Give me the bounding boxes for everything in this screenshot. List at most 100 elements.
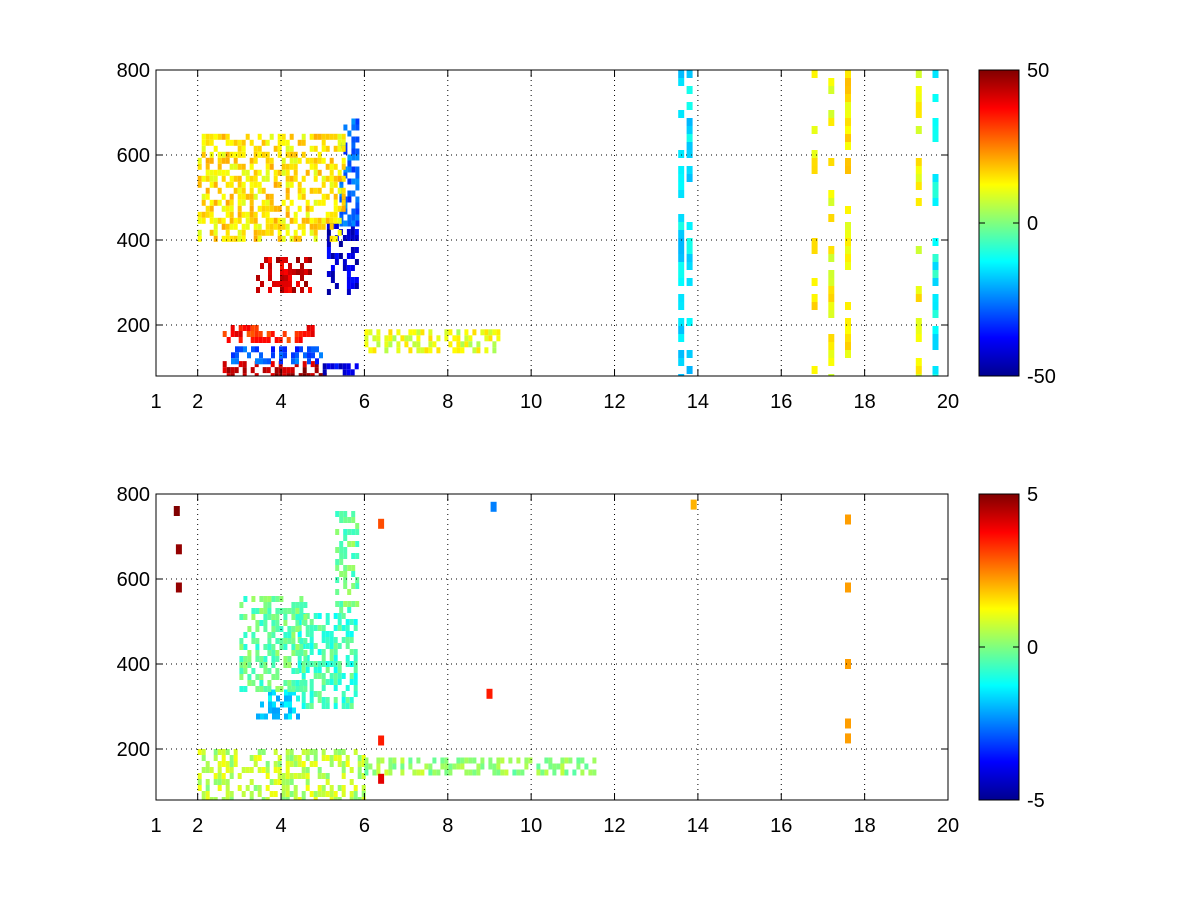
heatmap-cell-1-2 xyxy=(325,631,330,637)
heatmap-cell-0-7 xyxy=(333,133,338,140)
heatmap-cell-0-7 xyxy=(281,133,286,140)
heatmap-cell-1-0 xyxy=(293,773,298,779)
heatmap-cell-0-7 xyxy=(241,163,246,170)
heatmap-cell-1-2 xyxy=(345,685,350,691)
heatmap-cell-0-7 xyxy=(305,157,310,164)
heatmap-cell-0-1 xyxy=(354,363,359,370)
heatmap-cell-0-7 xyxy=(261,175,266,182)
heatmap-cell-0-5 xyxy=(354,259,359,265)
heatmap-cell-1-2 xyxy=(321,649,326,655)
heatmap-cell-0-7 xyxy=(333,217,338,224)
stripe-cell-0-4 xyxy=(845,254,851,262)
heatmap-cell-0-7 xyxy=(297,235,302,242)
heatmap-cell-0-7 xyxy=(301,193,306,200)
heatmap-cell-1-0 xyxy=(357,797,362,800)
heatmap-cell-1-3 xyxy=(339,547,344,553)
heatmap-cell-0-6 xyxy=(347,160,352,167)
heatmap-cell-0-4 xyxy=(288,263,292,269)
heatmap-cell-1-5 xyxy=(420,769,425,776)
heatmap-cell-1-0 xyxy=(309,749,314,755)
stripe-cell-0-5 xyxy=(915,174,922,182)
stripe-cell-0-0 xyxy=(686,222,693,230)
heatmap-cell-0-7 xyxy=(257,235,262,242)
heatmap-cell-0-4 xyxy=(304,269,308,275)
heatmap-cell-0-0 xyxy=(242,361,247,368)
heatmap-cell-0-2 xyxy=(266,337,271,343)
heatmap-cell-0-7 xyxy=(317,151,322,158)
heatmap-cell-0-0 xyxy=(302,367,307,374)
heatmap-cell-1-2 xyxy=(333,685,338,691)
heatmap-cell-1-2 xyxy=(309,703,314,709)
heatmap-cell-0-7 xyxy=(289,145,294,152)
heatmap-top xyxy=(197,70,939,376)
heatmap-cell-1-2 xyxy=(349,619,354,625)
heatmap-cell-0-7 xyxy=(209,169,214,176)
heatmap-cell-0-7 xyxy=(269,205,274,212)
heatmap-cell-1-0 xyxy=(205,761,210,767)
heatmap-cell-1-0 xyxy=(221,779,226,785)
heatmap-cell-1-0 xyxy=(301,773,306,779)
heatmap-cell-0-2 xyxy=(250,337,255,343)
heatmap-cell-0-5 xyxy=(338,241,343,247)
heatmap-cell-0-3 xyxy=(235,346,239,353)
heatmap-cell-1-3 xyxy=(343,535,348,541)
heatmap-cell-0-0 xyxy=(242,367,247,374)
heatmap-cell-0-6 xyxy=(347,178,352,185)
heatmap-cell-1-4 xyxy=(259,596,264,602)
heatmap-cell-1-2 xyxy=(313,613,318,619)
heatmap-cell-0-0 xyxy=(266,367,271,374)
x-tick-label: 14 xyxy=(687,815,709,837)
heatmap-cell-0-8 xyxy=(416,347,421,354)
heatmap-cell-1-4 xyxy=(287,680,292,686)
heatmap-point-1-6 xyxy=(490,501,497,512)
heatmap-cell-1-4 xyxy=(247,650,252,656)
heatmap-cell-1-4 xyxy=(295,668,300,674)
heatmap-cell-0-6 xyxy=(347,130,352,137)
x-tick-label: 1 xyxy=(150,815,161,837)
heatmap-cell-0-4 xyxy=(280,269,284,275)
heatmap-cell-0-6 xyxy=(347,166,352,173)
heatmap-cell-0-1 xyxy=(322,363,327,370)
heatmap-cell-1-4 xyxy=(239,614,244,620)
heatmap-cell-0-7 xyxy=(277,181,282,188)
heatmap-cell-0-0 xyxy=(238,361,243,368)
heatmap-cell-0-7 xyxy=(313,223,318,230)
heatmap-cell-0-4 xyxy=(256,287,260,293)
heatmap-cell-0-7 xyxy=(309,223,314,230)
heatmap-cell-1-0 xyxy=(317,791,322,797)
heatmap-cell-0-6 xyxy=(347,154,352,161)
heatmap-cell-1-2 xyxy=(325,667,330,673)
heatmap-cell-1-2 xyxy=(305,643,310,649)
stripe-cell-0-3 xyxy=(828,246,835,254)
heatmap-cell-1-5 xyxy=(428,769,433,776)
heatmap-cell-1-0 xyxy=(229,755,234,761)
stripe-cell-0-2 xyxy=(811,70,818,78)
colorbar-ticks-bottom: 50-5 xyxy=(979,484,1045,812)
stripe-cell-0-1 xyxy=(678,302,685,310)
heatmap-cell-0-2 xyxy=(266,331,271,337)
heatmap-cell-1-4 xyxy=(279,644,284,650)
heatmap-cell-1-4 xyxy=(239,674,244,680)
heatmap-cell-0-7 xyxy=(321,175,326,182)
heatmap-cell-0-2 xyxy=(274,337,279,343)
heatmap-cell-1-2 xyxy=(353,673,358,679)
stripe-cell-0-0 xyxy=(686,278,693,286)
heatmap-cell-0-3 xyxy=(259,358,263,365)
heatmap-cell-1-2 xyxy=(349,703,354,709)
stripe-cell-0-2 xyxy=(811,278,818,286)
stripe-cell-0-5 xyxy=(915,326,922,334)
heatmap-cell-0-3 xyxy=(291,352,295,359)
heatmap-cell-1-4 xyxy=(267,650,272,656)
stripe-cell-0-0 xyxy=(686,366,693,374)
heatmap-cell-0-5 xyxy=(326,253,331,259)
x-tick-label: 20 xyxy=(937,815,959,837)
heatmap-cell-0-7 xyxy=(237,187,242,194)
heatmap-cell-1-0 xyxy=(329,797,334,800)
heatmap-cell-1-0 xyxy=(273,791,278,797)
heatmap-cell-0-7 xyxy=(301,187,306,194)
heatmap-cell-1-5 xyxy=(476,763,481,770)
heatmap-cell-1-2 xyxy=(321,703,326,709)
heatmap-cell-0-7 xyxy=(265,211,270,218)
heatmap-cell-1-2 xyxy=(353,619,358,625)
heatmap-cell-1-5 xyxy=(376,763,381,770)
